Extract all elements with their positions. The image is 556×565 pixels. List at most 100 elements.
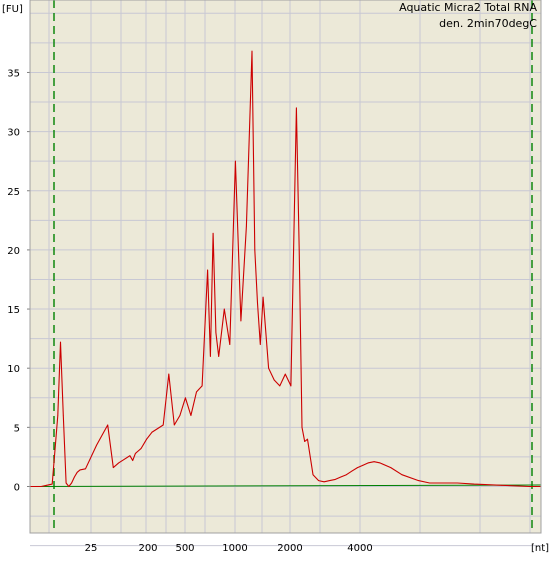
trace-point xyxy=(279,385,281,387)
trace-point xyxy=(379,462,381,464)
trace-point xyxy=(246,225,247,227)
x-tick-label: 2000 xyxy=(277,543,302,554)
trace-point xyxy=(71,482,73,484)
trace-point xyxy=(65,482,67,484)
trace-point xyxy=(368,462,369,464)
trace-point xyxy=(229,344,231,345)
trace-point xyxy=(296,107,297,109)
trace-point xyxy=(304,441,306,442)
x-tick-label: 500 xyxy=(175,543,194,554)
trace-point xyxy=(251,50,253,52)
trace-point xyxy=(96,444,97,446)
trace-point xyxy=(140,448,142,450)
trace-point xyxy=(190,415,192,416)
y-tick-label: 20 xyxy=(7,246,20,257)
trace-point xyxy=(201,385,203,387)
trace-point xyxy=(57,415,59,416)
y-tick-label: 15 xyxy=(7,305,20,316)
trace-point xyxy=(373,461,375,463)
marker-lines xyxy=(53,0,533,533)
baseline-trace xyxy=(29,484,541,487)
trace-point xyxy=(74,476,75,478)
trace-point xyxy=(340,476,342,478)
trace-point xyxy=(323,481,325,483)
y-tick-label: 25 xyxy=(7,187,20,198)
trace-point xyxy=(401,474,403,476)
chart-title: Aquatic Micra2 Total RNA xyxy=(399,1,537,14)
trace-point xyxy=(35,486,36,487)
chart-subtitle: den. 2min70degC xyxy=(439,17,537,30)
y-tick-label: 10 xyxy=(7,364,20,375)
trace-point xyxy=(223,308,225,310)
trace-point xyxy=(240,320,242,322)
trace-point xyxy=(135,452,136,454)
trace-point xyxy=(207,269,209,271)
trace-point xyxy=(284,373,286,375)
trace-point xyxy=(312,474,314,476)
trace-point xyxy=(345,474,347,476)
trace-point xyxy=(132,460,134,461)
trace-point xyxy=(112,467,114,468)
trace-point xyxy=(473,483,475,485)
trace-point xyxy=(218,355,220,357)
trace-point xyxy=(212,232,214,234)
x-tick-label: 200 xyxy=(138,543,157,554)
trace-point xyxy=(254,249,256,251)
trace-point xyxy=(151,431,153,433)
trace-point xyxy=(179,415,181,416)
trace-point xyxy=(107,424,109,426)
trace-point xyxy=(262,296,264,298)
y-tick-label: 35 xyxy=(7,68,20,79)
y-axis-unit-label: [FU] xyxy=(2,4,23,15)
trace-point xyxy=(429,482,430,484)
x-tick-label: 1000 xyxy=(222,543,247,554)
trace-point xyxy=(290,385,292,387)
y-tick-label: 30 xyxy=(7,128,20,139)
trace-point xyxy=(259,344,261,345)
trace-point xyxy=(418,480,419,481)
plot-background xyxy=(30,0,541,533)
trace-point xyxy=(307,438,308,440)
trace-point xyxy=(40,486,42,487)
trace-point xyxy=(445,482,447,484)
trace-point xyxy=(68,486,70,487)
trace-point xyxy=(390,467,392,468)
trace-point xyxy=(329,480,331,481)
baseline-line xyxy=(29,484,541,487)
trace-point xyxy=(85,468,86,470)
trace-point xyxy=(62,415,64,416)
trace-point xyxy=(185,397,186,399)
trace-point xyxy=(273,379,275,381)
trace-point xyxy=(357,467,358,468)
signal-trace xyxy=(29,50,541,488)
trace-point xyxy=(501,484,503,486)
trace-point xyxy=(301,426,303,428)
trace-point xyxy=(362,464,364,466)
trace-point xyxy=(334,479,336,480)
trace-point xyxy=(146,438,147,440)
x-axis-unit-label: [nt] xyxy=(531,543,549,554)
y-tick-labels: 0 5 10 15 20 25 30 35 xyxy=(7,68,30,494)
trace-point xyxy=(137,450,139,452)
trace-point xyxy=(529,486,530,487)
x-tick-labels: 25 200 500 1000 2000 4000 xyxy=(85,543,373,554)
trace-point xyxy=(173,424,175,426)
trace-point xyxy=(257,302,258,304)
trace-point xyxy=(456,482,458,484)
trace-point xyxy=(60,341,61,343)
trace-point xyxy=(318,480,319,481)
trace-point xyxy=(46,484,48,486)
trace-point xyxy=(76,471,78,473)
y-tick-label: 0 xyxy=(14,483,20,494)
trace-point xyxy=(118,462,120,464)
trace-point xyxy=(123,458,125,460)
x-tick-label: 25 xyxy=(85,543,98,554)
trace-point xyxy=(79,469,81,471)
trace-point xyxy=(351,470,353,472)
trace-point xyxy=(234,160,236,162)
trace-point xyxy=(51,483,53,485)
plot-frame xyxy=(29,0,542,534)
y-tick-label: 5 xyxy=(14,423,20,434)
trace-point xyxy=(215,332,217,334)
